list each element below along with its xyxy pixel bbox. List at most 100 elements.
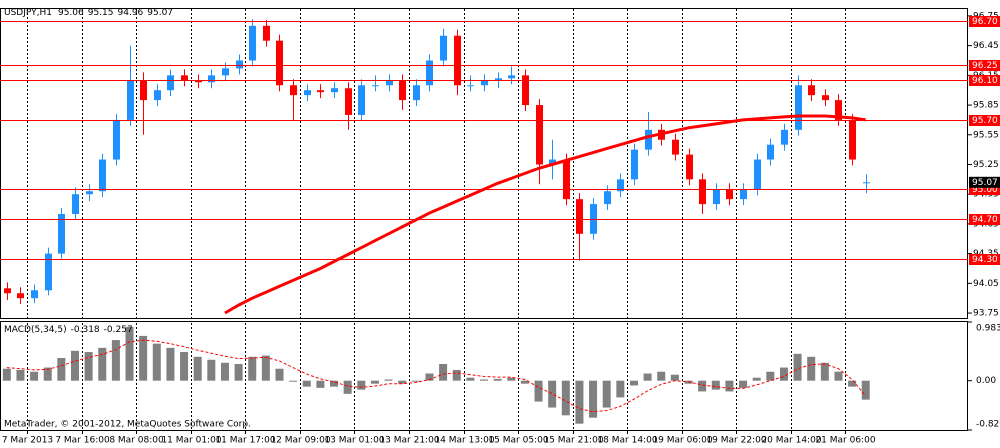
candle-body xyxy=(849,119,856,160)
macd-bar xyxy=(834,371,843,381)
candle-body xyxy=(58,214,65,254)
macd-bar xyxy=(111,340,120,381)
chart-header: USDJPY,H1 95.06 95.15 94.96 95.07 xyxy=(4,8,173,18)
candle-body xyxy=(372,85,379,87)
candle-body xyxy=(208,75,215,83)
x-tick-label: 19 Mar 22:00 xyxy=(706,436,766,446)
macd-bar xyxy=(711,380,720,390)
level-label: 95.00 xyxy=(972,185,998,195)
macd-tick-label: 0.00 xyxy=(976,376,996,386)
symbol: USDJPY,H1 xyxy=(4,8,52,18)
macd-bar xyxy=(207,359,216,381)
macd-bar xyxy=(330,380,339,387)
candle-body xyxy=(563,159,570,200)
price-label: 95.07 xyxy=(972,178,998,188)
level-label: 95.70 xyxy=(972,116,998,126)
macd-bar xyxy=(548,380,557,408)
macd-bar xyxy=(466,377,475,381)
candle-body xyxy=(863,182,870,184)
x-tick-label: 7 Mar 16:00 xyxy=(55,436,110,446)
candle-body xyxy=(508,75,515,79)
signal-value: -0.257 xyxy=(104,325,133,335)
macd-bar xyxy=(289,380,298,382)
candle-body xyxy=(645,129,652,150)
x-tick-label: 19 Mar 06:00 xyxy=(652,436,712,446)
macd-bar xyxy=(152,343,161,381)
macd-bar xyxy=(589,380,598,418)
candle-body xyxy=(440,35,447,61)
candle-body xyxy=(249,25,256,61)
candle-body xyxy=(399,80,406,101)
macd-bar xyxy=(43,367,52,381)
y-tick-label: 95.85 xyxy=(973,101,999,111)
candle-body xyxy=(345,88,352,115)
macd-bar xyxy=(220,362,229,381)
candle-body xyxy=(45,253,52,291)
macd-bar xyxy=(70,350,79,381)
candle-body xyxy=(631,149,638,180)
macd-bar xyxy=(602,380,611,408)
x-tick-label: 11 Mar 17:00 xyxy=(215,436,275,446)
x-tick-label: 7 Mar 2013 xyxy=(2,436,53,446)
x-tick-label: 18 Mar 14:00 xyxy=(597,436,657,446)
candle-body xyxy=(154,90,161,101)
main-pane xyxy=(0,8,968,319)
level-label: 96.70 xyxy=(972,17,998,27)
y-tick-label: 95.55 xyxy=(973,130,999,140)
open-value: 95.06 xyxy=(58,8,84,18)
candle-body xyxy=(304,90,311,96)
candle-body xyxy=(617,179,624,192)
candle-body xyxy=(536,105,543,165)
candle-body xyxy=(590,204,597,234)
macd-bar xyxy=(861,380,870,400)
x-tick-label: 12 Mar 09:00 xyxy=(270,436,330,446)
candle-body xyxy=(767,144,774,160)
macd-bar xyxy=(670,374,679,381)
macd-bar xyxy=(125,326,134,381)
macd-bar xyxy=(480,379,488,381)
level-label: 94.30 xyxy=(972,255,998,265)
macd-bar xyxy=(793,353,802,381)
macd-bar xyxy=(807,356,816,381)
level-tag xyxy=(969,16,1000,27)
high-value: 95.15 xyxy=(88,8,114,18)
macd-bar xyxy=(766,371,775,381)
candle-body xyxy=(835,100,842,120)
candle-body xyxy=(86,191,93,195)
macd-bar xyxy=(16,369,25,381)
macd-bar xyxy=(616,380,625,398)
level-label: 94.70 xyxy=(972,215,998,225)
close-value: 95.07 xyxy=(147,8,173,18)
candle-body xyxy=(699,179,706,205)
macd-bar xyxy=(384,379,393,381)
macd-bar xyxy=(370,380,379,384)
candle-body xyxy=(290,85,297,96)
candle-body xyxy=(795,85,802,130)
level-tag xyxy=(969,184,1000,195)
footer: MetaTrader, © 2001-2012, MetaQuotes Soft… xyxy=(4,420,251,430)
macd-bar xyxy=(739,380,748,388)
level-tag xyxy=(969,115,1000,126)
level-tag xyxy=(969,75,1000,86)
macd-value: -0.318 xyxy=(71,325,100,335)
candle-body xyxy=(413,85,420,101)
macd-bar xyxy=(57,358,66,381)
macd-bar xyxy=(84,352,93,381)
x-tick-label: 13 Mar 21:00 xyxy=(379,436,439,446)
candle-body xyxy=(31,290,38,299)
macd-bar xyxy=(698,380,707,392)
candle-body xyxy=(276,40,283,86)
macd-bar xyxy=(820,362,829,381)
level-label: 96.25 xyxy=(972,61,998,71)
macd-bar xyxy=(234,363,243,381)
level-tag xyxy=(969,214,1000,225)
macd-bar xyxy=(779,367,788,381)
candle-body xyxy=(263,25,270,41)
macd-bar xyxy=(357,380,366,390)
candle-body xyxy=(754,159,761,190)
candle-body xyxy=(495,78,502,81)
level-tag xyxy=(969,254,1000,265)
macd-bar xyxy=(848,380,857,387)
